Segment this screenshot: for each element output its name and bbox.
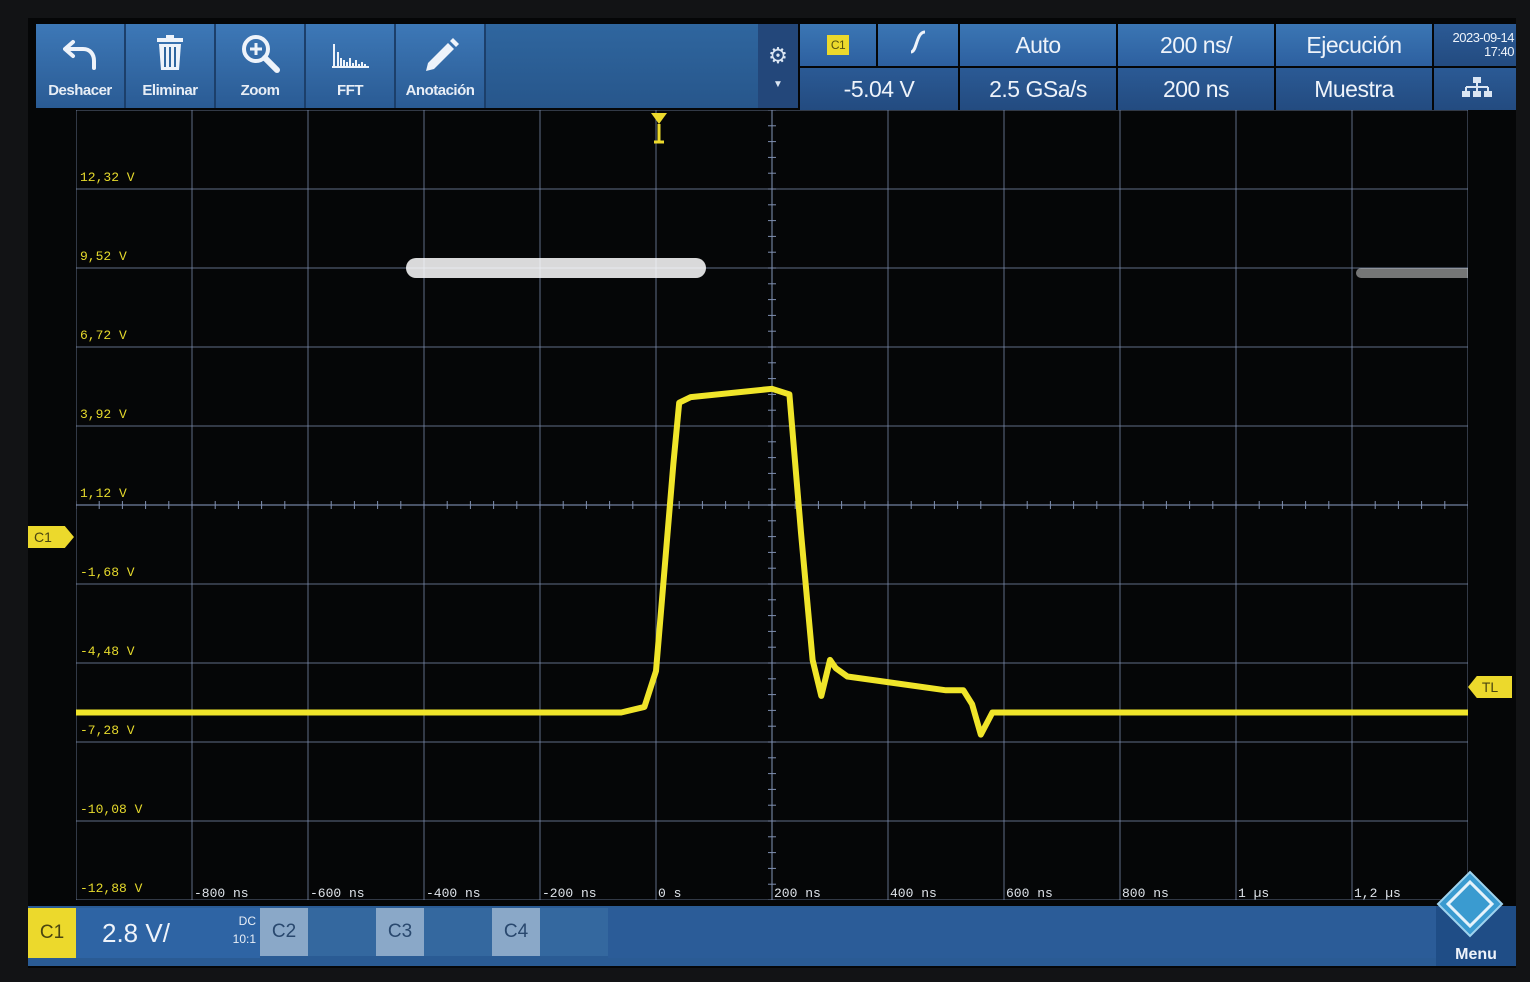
x-tick-label: 0 s (658, 886, 682, 901)
x-tick-label: 400 ns (890, 886, 937, 901)
x-tick-label: 1,2 µs (1354, 886, 1401, 901)
trigger-slope-cell[interactable] (878, 24, 958, 66)
annotation-label: Anotación (405, 82, 475, 99)
vertical-scale-text: 2.8 V/ (102, 917, 170, 948)
y-tick-label: 3,92 V (80, 407, 127, 422)
channel-bar: C1 2.8 V/ DC 10:1 C2 C3 C4 Menu (28, 906, 1516, 966)
y-tick-label: 12,32 V (80, 170, 135, 185)
trigger-level-marker[interactable]: TL (1468, 676, 1512, 698)
channel-4-fill (540, 908, 608, 956)
zoom-label: Zoom (240, 82, 280, 99)
channel-3-fill (424, 908, 492, 956)
time-text: 17:40 (1483, 44, 1515, 59)
zoom-button[interactable]: Zoom (216, 24, 306, 108)
y-tick-label: 1,12 V (80, 486, 127, 501)
y-tick-label: -1,68 V (80, 565, 135, 580)
y-tick-label: -4,48 V (80, 644, 135, 659)
network-cell[interactable] (1434, 68, 1516, 110)
delete-label: Eliminar (142, 82, 198, 99)
channel-1-trace (76, 385, 1468, 738)
grid (76, 110, 1468, 900)
waveform-plot[interactable] (76, 110, 1468, 900)
toolbar: Deshacer Eliminar Zoom FFT Anotación (36, 24, 758, 110)
x-tick-label: -800 ns (194, 886, 249, 901)
trigger-source-badge: C1 (826, 35, 850, 55)
fft-button[interactable]: FFT (306, 24, 396, 108)
rs-logo-icon (1436, 870, 1504, 938)
channel-1-control[interactable]: C1 2.8 V/ DC 10:1 (28, 906, 260, 966)
x-tick-label: 1 µs (1238, 886, 1270, 901)
delete-button[interactable]: Eliminar (126, 24, 216, 108)
y-tick-label: 9,52 V (80, 249, 127, 264)
rising-edge-icon (907, 30, 929, 60)
status-panel: C1 Auto 200 ns/ Ejecución 2023-09-14 17:… (800, 24, 1516, 110)
x-tick-label: -600 ns (310, 886, 365, 901)
coupling-text: DC (238, 914, 256, 928)
annotation-button[interactable]: Anotación (396, 24, 486, 108)
channel-2-fill (308, 908, 376, 956)
channel-2-tab[interactable]: C2 (260, 908, 308, 956)
coupling-info: DC 10:1 (233, 912, 256, 948)
undo-button[interactable]: Deshacer (36, 24, 126, 108)
channel-4-tab[interactable]: C4 (492, 908, 540, 956)
toolbar-spacer (486, 24, 758, 108)
trigger-level-cell[interactable]: -5.04 V (800, 68, 958, 110)
x-tick-label: -400 ns (426, 886, 481, 901)
channel-1-scale[interactable]: 2.8 V/ DC 10:1 (76, 908, 260, 958)
timebase-cell[interactable]: 200 ns/ (1118, 24, 1274, 66)
menu-label: Menu (1455, 946, 1497, 963)
zoom-icon (239, 32, 281, 74)
persistence-ghost (406, 258, 1468, 278)
waveform-svg (76, 110, 1468, 900)
undo-icon (59, 32, 101, 74)
fft-icon (329, 32, 371, 74)
bottom-bar-fill (608, 908, 1436, 958)
y-tick-label: 6,72 V (80, 328, 127, 343)
chevron-down-icon: ▼ (773, 78, 783, 90)
channel-3-control[interactable]: C3 (376, 908, 492, 956)
network-icon (1462, 76, 1492, 103)
horizontal-position-cell[interactable]: 200 ns (1118, 68, 1274, 110)
datetime-display: 2023-09-14 17:40 (1434, 24, 1516, 66)
trigger-position-marker[interactable] (650, 112, 668, 146)
x-tick-label: 800 ns (1122, 886, 1169, 901)
x-tick-label: 200 ns (774, 886, 821, 901)
trash-icon (149, 32, 191, 74)
oscilloscope-screen: Deshacer Eliminar Zoom FFT Anotación (28, 18, 1516, 968)
undo-label: Deshacer (48, 82, 112, 99)
trigger-mode-cell[interactable]: Auto (960, 24, 1116, 66)
fft-label: FFT (337, 82, 364, 99)
y-tick-label: -7,28 V (80, 723, 135, 738)
y-tick-label: -10,08 V (80, 802, 143, 817)
pencil-icon (419, 32, 461, 74)
gear-icon: ⚙ (768, 42, 788, 68)
channel-1-tab[interactable]: C1 (28, 908, 76, 958)
date-text: 2023-09-14 (1452, 30, 1515, 45)
screen-glare (1356, 268, 1468, 278)
sample-rate-cell[interactable]: 2.5 GSa/s (960, 68, 1116, 110)
x-tick-label: -200 ns (542, 886, 597, 901)
channel-4-control[interactable]: C4 (492, 908, 608, 956)
channel-3-tab[interactable]: C3 (376, 908, 424, 956)
channel-offset-marker[interactable]: C1 (28, 526, 74, 548)
screen-glare (406, 258, 706, 278)
x-tick-label: 600 ns (1006, 886, 1053, 901)
y-tick-label: -12,88 V (80, 881, 143, 896)
probe-ratio-text: 10:1 (232, 932, 256, 946)
channel-2-control[interactable]: C2 (260, 908, 376, 956)
trigger-source-cell[interactable]: C1 (800, 24, 876, 66)
run-state-cell[interactable]: Ejecución (1276, 24, 1432, 66)
settings-button[interactable]: ⚙ ▼ (758, 24, 798, 108)
acquisition-mode-cell[interactable]: Muestra (1276, 68, 1432, 110)
